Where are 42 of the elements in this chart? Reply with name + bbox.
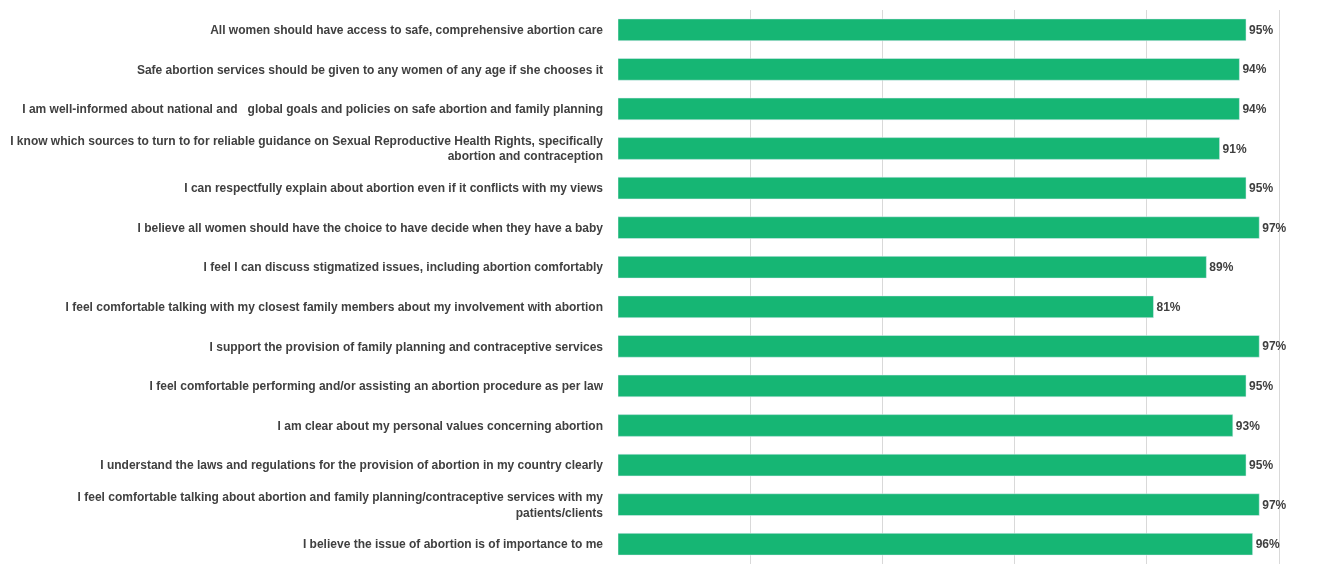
bar (618, 176, 1247, 200)
bar (618, 137, 1220, 160)
bar (618, 295, 1154, 318)
bar (618, 335, 1260, 358)
data-label: 96% (1255, 537, 1280, 552)
data-label: 95% (1249, 378, 1274, 393)
y-tick-label: Safe abortion services should be given to any women of any age if she chooses it (136, 62, 603, 77)
y-tick-label: I believe the issue of abortion is of importance to me (302, 537, 604, 552)
data-label: 97% (1262, 339, 1287, 354)
y-tick-label: All women should have access to safe, comprehensive abortion care (210, 22, 604, 37)
data-label: 94% (1242, 62, 1267, 77)
y-tick-label: I am clear about my personal values concerning abortion (277, 418, 603, 433)
y-tick-label: I support the provision of family planning and contraceptive services (209, 339, 604, 354)
y-tick-label: I am well-informed about national and global goals and policies on safe abortion and family planning (22, 102, 603, 117)
data-label: 81% (1156, 299, 1181, 314)
y-tick-label: I understand the laws and regulations for the provision of abortion in my country clearly (100, 458, 604, 473)
data-label: 95% (1249, 22, 1274, 37)
data-label: 89% (1209, 260, 1234, 275)
y-tick-label: I feel I can discuss stigmatized issues, including abortion comfortably (203, 260, 604, 275)
y-tick-label: I feel comfortable talking with my closest family members about my involvement with abortion (65, 299, 603, 314)
bar (618, 58, 1240, 81)
y-tick-label: I believe all women should have the choice to have decide when they have a baby (137, 220, 604, 235)
data-label: 93% (1235, 418, 1261, 433)
bar (618, 97, 1240, 121)
data-label: 95% (1249, 458, 1274, 473)
y-tick-label: I know which sources to turn to for reliable guidance on Sexual Reproductive Health Rights, specifically abortion and contraception (10, 133, 604, 164)
data-label: 97% (1262, 220, 1287, 235)
y-tick-label: I can respectfully explain about abortion even if it conflicts with my views (184, 181, 604, 196)
bar (618, 533, 1253, 556)
data-label: 94% (1242, 101, 1267, 116)
bar (618, 18, 1247, 41)
bar (618, 256, 1207, 279)
y-tick-label: I feel comfortable talking about abortion and family planning/contraceptive services with my patients/clients (77, 490, 604, 520)
data-label: 95% (1249, 181, 1274, 196)
data-label: 91% (1222, 141, 1247, 156)
y-tick-label: I feel comfortable performing and/or assisting an abortion procedure as per law (149, 379, 604, 394)
bar (618, 374, 1247, 398)
data-label: 97% (1262, 497, 1287, 512)
bar (618, 216, 1260, 239)
bar (618, 493, 1260, 516)
bar (618, 414, 1234, 437)
bar (618, 453, 1247, 477)
